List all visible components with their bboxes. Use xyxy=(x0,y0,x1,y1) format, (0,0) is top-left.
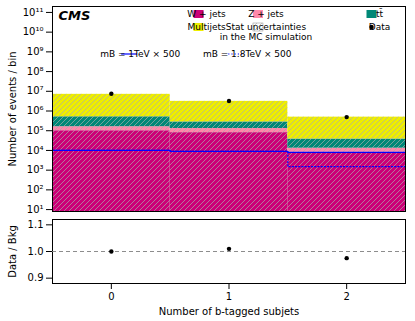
svg-text:mB = 1TeV × 500: mB = 1TeV × 500 xyxy=(100,49,180,59)
svg-text:0.9: 0.9 xyxy=(28,272,44,283)
svg-text:mB = 1.8TeV × 500: mB = 1.8TeV × 500 xyxy=(203,49,292,59)
svg-text:Number of b-tagged subjets: Number of b-tagged subjets xyxy=(159,306,300,317)
svg-text:10⁴: 10⁴ xyxy=(27,145,44,156)
svg-text:10⁸: 10⁸ xyxy=(27,66,44,77)
svg-text:1.0: 1.0 xyxy=(28,246,44,257)
svg-text:Stat uncertainties: Stat uncertainties xyxy=(226,22,307,32)
svg-text:Data: Data xyxy=(369,22,391,32)
svg-text:Multijets: Multijets xyxy=(187,22,226,32)
svg-text:10⁶: 10⁶ xyxy=(27,105,44,116)
svg-text:0: 0 xyxy=(108,291,114,302)
svg-text:CMS: CMS xyxy=(59,8,91,23)
svg-text:in the MC simulation: in the MC simulation xyxy=(220,32,313,42)
svg-text:10⁵: 10⁵ xyxy=(27,125,44,136)
svg-text:10⁷: 10⁷ xyxy=(27,85,44,96)
svg-text:W + jets: W + jets xyxy=(187,9,226,19)
svg-text:10¹¹: 10¹¹ xyxy=(23,7,44,18)
svg-text:Z + jets: Z + jets xyxy=(248,9,284,19)
svg-text:10²: 10² xyxy=(27,184,44,195)
svg-text:Data / Bkg: Data / Bkg xyxy=(7,225,18,278)
svg-text:2: 2 xyxy=(343,291,349,302)
svg-text:tt̄: tt̄ xyxy=(376,8,384,19)
svg-text:10⁹: 10⁹ xyxy=(27,46,44,57)
svg-text:10¹: 10¹ xyxy=(27,204,44,215)
svg-text:Number of events / bin: Number of events / bin xyxy=(7,51,18,166)
svg-text:10³: 10³ xyxy=(27,164,44,175)
svg-text:1.1: 1.1 xyxy=(28,219,44,230)
svg-text:1: 1 xyxy=(226,291,232,302)
svg-text:10¹⁰: 10¹⁰ xyxy=(23,26,44,37)
